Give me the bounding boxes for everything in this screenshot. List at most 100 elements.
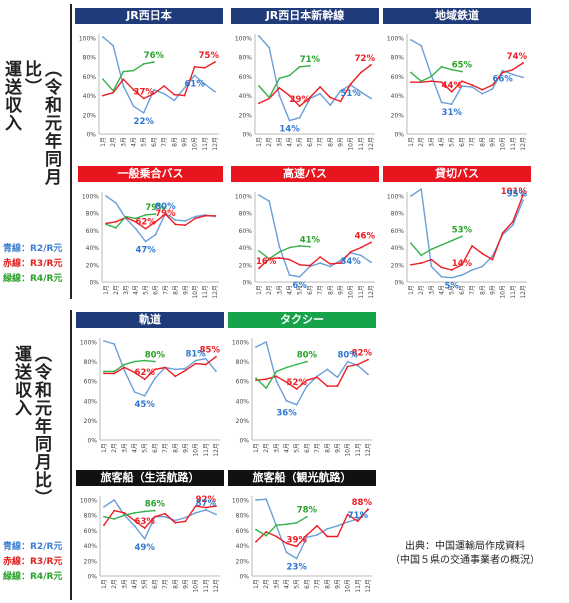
x-tick-label: 12月 <box>520 285 527 299</box>
data-label: 61% <box>184 79 205 89</box>
data-label: 87% <box>196 499 217 509</box>
data-label: 53% <box>452 225 473 235</box>
data-point-red <box>319 256 321 258</box>
series-line-green <box>255 516 308 537</box>
data-label: 51% <box>340 89 361 99</box>
data-point-green <box>410 242 412 245</box>
y-tick-label: 60% <box>239 74 253 81</box>
chart-route-bus: 一般乗合バス 0% 20% 40% 60% 80% 100% 1月 2月 3月 4月 5月 6月 7月 8月… <box>78 166 223 306</box>
x-tick-label: 11月 <box>202 137 209 151</box>
data-point-red <box>349 83 352 85</box>
data-point-green <box>309 245 311 248</box>
x-tick-label: 7月 <box>314 443 321 453</box>
data-point-green <box>450 68 453 71</box>
x-tick-label: 11月 <box>510 137 517 151</box>
data-point-red <box>309 96 311 99</box>
x-tick-label: 5月 <box>142 579 149 589</box>
series-line-red <box>104 356 217 380</box>
data-point-red <box>164 366 166 369</box>
data-point-green <box>258 85 260 87</box>
x-tick-label: 8月 <box>172 579 179 589</box>
chart-plot: 0%20%40%60%80%100%1月 2月 3月 4月 5月 6月 7月 8月 9月 10月 1… <box>82 192 219 299</box>
y-tick-label: 100% <box>232 340 249 347</box>
data-point-red <box>306 534 308 536</box>
data-label: 78% <box>297 506 318 516</box>
data-point-red <box>113 372 116 375</box>
data-point-red <box>339 262 342 264</box>
data-point-red <box>204 363 207 366</box>
data-point-blue <box>103 340 105 342</box>
data-label: 62% <box>135 218 156 228</box>
data-point-red <box>275 535 278 538</box>
data-point-red <box>511 68 514 71</box>
x-tick-label: 3月 <box>120 137 127 147</box>
data-point-red <box>329 263 332 265</box>
data-point-blue <box>501 69 504 72</box>
data-point-blue <box>461 85 463 87</box>
data-point-red <box>481 88 484 91</box>
x-tick-label: 6月 <box>304 579 311 589</box>
data-point-red <box>174 375 177 378</box>
chart-plot: 0%20%40%60%80%100%1月 2月 3月 4月 5月 6月 7月 8月 9月 10月 1… <box>80 495 220 593</box>
data-point-green <box>255 377 257 380</box>
y-tick-label: 80% <box>236 359 250 366</box>
data-point-green <box>142 63 145 65</box>
data-point-blue <box>288 274 291 277</box>
data-point-green <box>113 370 116 373</box>
x-tick-label: 8月 <box>479 137 486 147</box>
data-point-blue <box>511 224 514 227</box>
x-tick-label: 12月 <box>368 285 375 299</box>
data-point-blue <box>103 505 105 508</box>
data-point-red <box>471 244 473 247</box>
data-point-blue <box>356 518 359 520</box>
data-point-green <box>123 363 126 366</box>
data-point-blue <box>481 265 484 268</box>
data-point-blue <box>440 101 443 104</box>
data-point-green <box>255 528 257 531</box>
data-point-red <box>359 71 362 74</box>
chart-regional-railway: 地域鉄道 0% 20% 40% 60% 80% 100% 1月 2月 3月 4月 5月 6月 7月 8月 9月… <box>383 8 531 158</box>
data-point-red <box>133 519 136 522</box>
section-title-top: （令和元年同月比） 運送収入 <box>1 60 61 210</box>
data-label: 39% <box>287 535 308 545</box>
data-point-red <box>370 241 372 244</box>
y-tick-label: 100% <box>235 194 252 201</box>
data-point-blue <box>144 240 147 243</box>
data-label: 65% <box>452 61 473 71</box>
data-point-green <box>285 523 288 526</box>
x-tick-label: 6月 <box>152 443 159 453</box>
data-label: 52% <box>287 378 308 388</box>
data-point-red <box>295 545 298 548</box>
data-point-red <box>367 358 369 361</box>
x-tick-label: 1月 <box>253 443 260 453</box>
x-tick-label: 9月 <box>182 443 189 453</box>
data-point-red <box>204 214 206 217</box>
data-point-red <box>278 257 281 259</box>
y-tick-label: 80% <box>84 359 98 366</box>
series-line-blue <box>255 498 369 560</box>
x-tick-label: 4月 <box>132 443 139 453</box>
data-point-red <box>174 521 177 524</box>
chart-taxi: タクシー 0% 20% 40% 60% 80% 100% 1月 2月 3月 4月 5月 6月 7月 8月 9月… <box>228 312 376 464</box>
data-point-red <box>298 105 301 108</box>
x-tick-label: 7月 <box>162 285 169 295</box>
y-tick-label: 80% <box>391 211 405 218</box>
data-point-blue <box>194 512 197 514</box>
x-tick-label: 6月 <box>307 137 314 147</box>
x-tick-label: 2月 <box>111 579 118 589</box>
data-point-blue <box>215 513 217 516</box>
x-tick-label: 6月 <box>304 443 311 453</box>
data-point-red <box>144 227 147 230</box>
data-point-red <box>103 524 105 526</box>
x-tick-label: 4月 <box>439 137 446 147</box>
series-line-green <box>258 245 310 260</box>
data-label: 41% <box>300 236 321 246</box>
series-line-green <box>255 360 308 389</box>
y-tick-label: 0% <box>86 132 96 139</box>
data-point-blue <box>133 391 136 393</box>
data-point-red <box>471 84 473 86</box>
y-tick-label: 20% <box>239 262 253 269</box>
y-tick-label: 80% <box>236 513 250 520</box>
data-point-red <box>511 220 514 223</box>
x-tick-label: 6月 <box>152 579 159 589</box>
